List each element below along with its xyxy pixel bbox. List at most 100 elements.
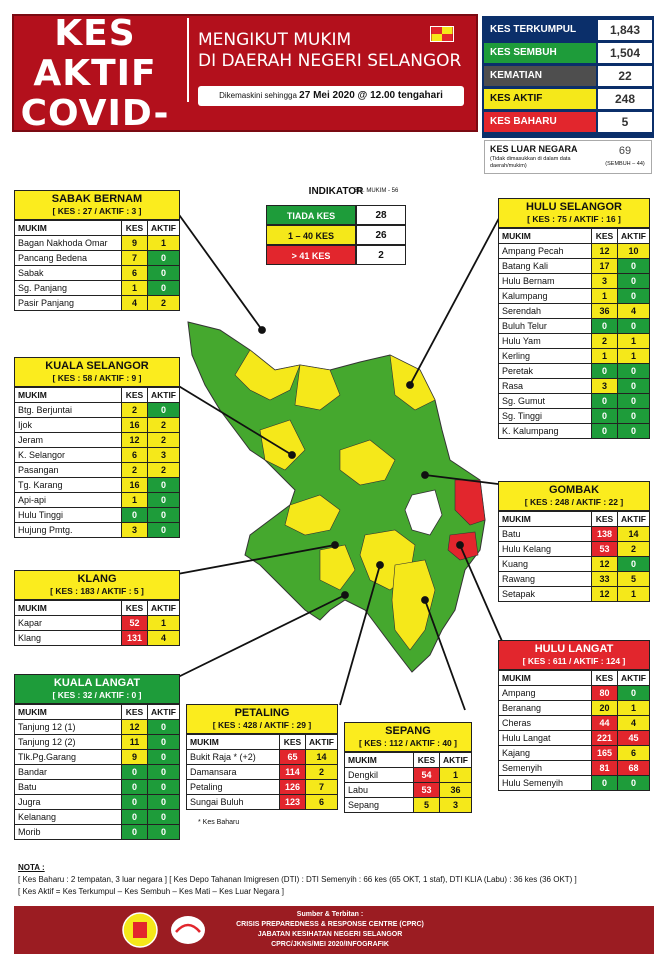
- aktif-value: 36: [438, 782, 473, 798]
- table-header-row: MUKIM KES AKTIF: [498, 511, 651, 527]
- mukim-name: Hulu Langat: [498, 730, 592, 746]
- kes-value: 12: [590, 243, 618, 259]
- table-row: Bukit Raja * (+2) 65 14: [186, 749, 339, 765]
- table-row: Setapak 12 1: [498, 586, 651, 602]
- nota-title: NOTA :: [18, 863, 45, 872]
- mukim-name: Ijok: [14, 417, 122, 433]
- map-region: [284, 494, 341, 536]
- column-header-kes: KES: [412, 752, 440, 768]
- update-prefix: Dikemaskini sehingga: [219, 91, 297, 100]
- column-header-aktif: AKTIF: [304, 734, 339, 750]
- column-header-aktif: AKTIF: [616, 511, 651, 527]
- column-header-mukim: MUKIM: [14, 220, 122, 236]
- kes-value: 2: [120, 402, 148, 418]
- mukim-name: Rawang: [498, 571, 592, 587]
- table-header-row: MUKIM KES AKTIF: [344, 752, 473, 768]
- kes-value: 16: [120, 477, 148, 493]
- mukim-name: Ampang Pecah: [498, 243, 592, 259]
- footer-line-2: CRISIS PREPAREDNESS & RESPONSE CENTRE (C…: [236, 921, 424, 928]
- panel-kuala-langat: KUALA LANGAT[ KES : 32 / AKTIF : 0 ] MUKI…: [14, 674, 181, 840]
- kes-value: 44: [590, 715, 618, 731]
- aktif-value: 0: [146, 824, 181, 840]
- aktif-value: 0: [146, 492, 181, 508]
- mukim-name: Klang: [14, 630, 122, 646]
- mukim-table: MUKIM KES AKTIF Tanjung 12 (1) 12 0 Tanjung 12…: [14, 704, 181, 840]
- column-header-kes: KES: [120, 220, 148, 236]
- summary-row: KES TERKUMPUL 1,843: [484, 20, 652, 40]
- table-row: Pasangan 2 2: [14, 462, 181, 478]
- table-row: Hulu Bernam 3 0: [498, 273, 651, 289]
- footer-line-3: JABATAN KESIHATAN NEGERI SELANGOR: [257, 931, 403, 938]
- mukim-name: Tlk.Pg.Garang: [14, 749, 122, 765]
- indicator-title: INDIKATOR: [308, 186, 364, 197]
- table-header-row: MUKIM KES AKTIF: [186, 734, 339, 750]
- summary-label: KEMATIAN: [484, 66, 596, 86]
- table-row: Bagan Nakhoda Omar 9 1: [14, 235, 181, 251]
- kes-value: 36: [590, 303, 618, 319]
- table-row: Sabak 6 0: [14, 265, 181, 281]
- aktif-value: 2: [304, 764, 339, 780]
- table-row: Api-api 1 0: [14, 492, 181, 508]
- table-row: Btg. Berjuntai 2 0: [14, 402, 181, 418]
- aktif-value: 3: [438, 797, 473, 813]
- kes-value: 3: [120, 522, 148, 538]
- kes-value: 65: [278, 749, 306, 765]
- panel-title: GOMBAK[ KES : 248 / AKTIF : 22 ]: [498, 481, 650, 511]
- table-row: Labu 53 36: [344, 782, 473, 798]
- aktif-value: 2: [146, 417, 181, 433]
- mukim-table: MUKIM KES AKTIF Btg. Berjuntai 2 0 Ijok 16 2 Jera…: [14, 387, 181, 538]
- column-header-aktif: AKTIF: [146, 387, 181, 403]
- aktif-value: 7: [304, 779, 339, 795]
- column-header-mukim: MUKIM: [344, 752, 414, 768]
- district-stats: [ KES : 183 / AKTIF : 5 ]: [50, 586, 144, 596]
- kes-value: 11: [120, 734, 148, 750]
- column-header-aktif: AKTIF: [146, 704, 181, 720]
- kes-value: 3: [590, 378, 618, 394]
- mukim-name: Sg. Tinggi: [498, 408, 592, 424]
- district-name: HULU SELANGOR: [526, 201, 622, 213]
- mukim-name: K. Selangor: [14, 447, 122, 463]
- indicator-value: 28: [356, 205, 406, 225]
- table-row: Sg. Gumut 0 0: [498, 393, 651, 409]
- aktif-value: 68: [616, 760, 651, 776]
- aktif-value: 0: [616, 318, 651, 334]
- aktif-value: 0: [616, 408, 651, 424]
- kkm-logo-icon: [171, 916, 205, 944]
- kes-value: 81: [590, 760, 618, 776]
- table-row: Ampang Pecah 12 10: [498, 243, 651, 259]
- mukim-name: Pasangan: [14, 462, 122, 478]
- coat-of-arms-icon: [122, 912, 158, 948]
- mukim-name: Petaling: [186, 779, 280, 795]
- aktif-value: 0: [616, 273, 651, 289]
- table-row: Kalumpang 1 0: [498, 288, 651, 304]
- mukim-name: Jugra: [14, 794, 122, 810]
- kes-baharu-note: * Kes Baharu: [198, 819, 240, 826]
- aktif-value: 0: [146, 809, 181, 825]
- table-row: Sepang 5 3: [344, 797, 473, 813]
- mukim-name: Damansara: [186, 764, 280, 780]
- summary-label: KES TERKUMPUL: [484, 20, 596, 40]
- kes-value: 1: [590, 288, 618, 304]
- indicator-label: 1 – 40 KES: [266, 225, 356, 245]
- kes-value: 9: [120, 235, 148, 251]
- mukim-name: Bagan Nakhoda Omar: [14, 235, 122, 251]
- column-header-kes: KES: [590, 511, 618, 527]
- kes-value: 33: [590, 571, 618, 587]
- column-header-aktif: AKTIF: [146, 600, 181, 616]
- mukim-name: Pancang Bedena: [14, 250, 122, 266]
- table-header-row: MUKIM KES AKTIF: [14, 600, 181, 616]
- summary-row: KES SEMBUH 1,504: [484, 43, 652, 63]
- kes-value: 7: [120, 250, 148, 266]
- aktif-value: 10: [616, 243, 651, 259]
- mukim-name: Sepang: [344, 797, 414, 813]
- map-region: [339, 439, 396, 486]
- table-row: Buluh Telur 0 0: [498, 318, 651, 334]
- update-stamp: Dikemaskini sehingga 27 Mei 2020 @ 12.00…: [198, 86, 464, 106]
- mukim-name: Setapak: [498, 586, 592, 602]
- nota-line-1: [ Kes Baharu : 2 tempatan, 3 luar negara…: [18, 875, 577, 884]
- table-row: Ampang 80 0: [498, 685, 651, 701]
- aktif-value: 14: [616, 526, 651, 542]
- kes-value: 9: [120, 749, 148, 765]
- column-header-aktif: AKTIF: [616, 670, 651, 686]
- aktif-value: 45: [616, 730, 651, 746]
